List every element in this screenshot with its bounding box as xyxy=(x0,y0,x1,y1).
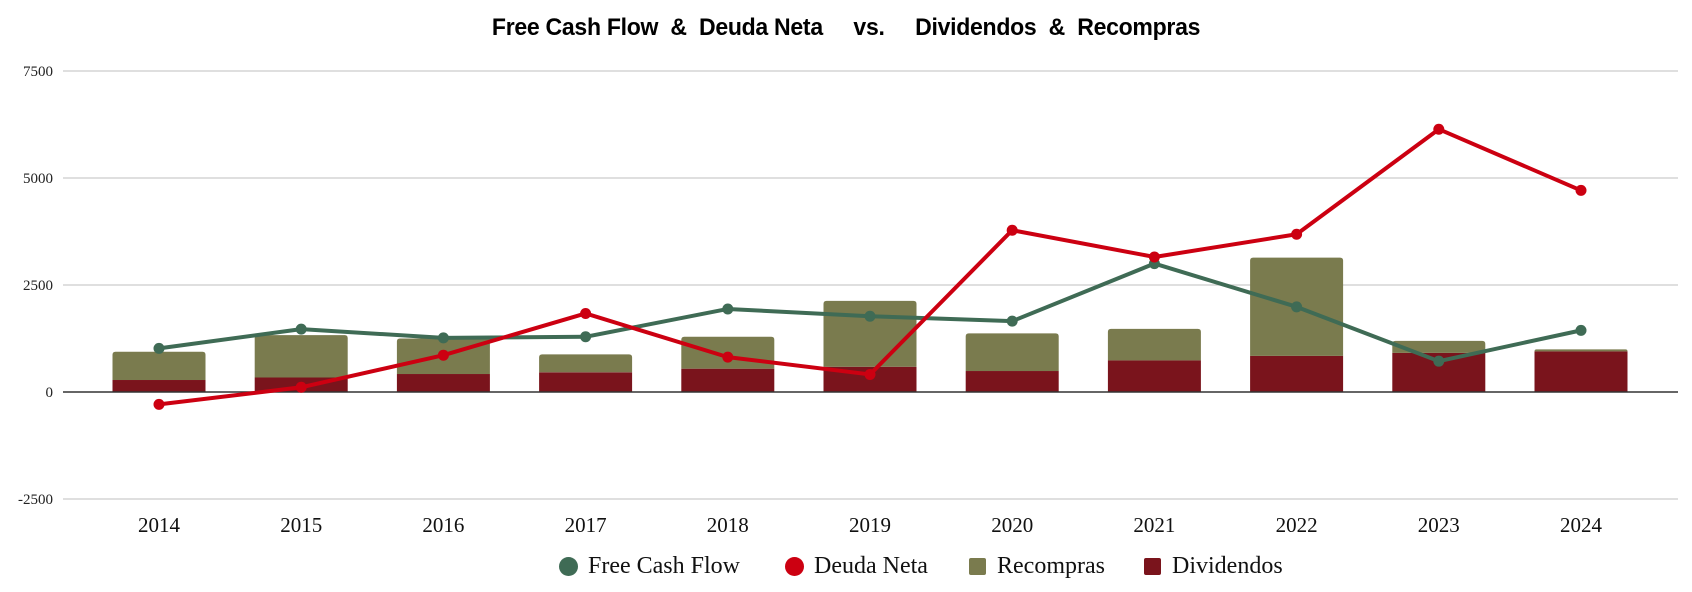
x-tick-label: 2024 xyxy=(1560,513,1603,537)
bar-segment-dividendos[interactable] xyxy=(965,371,1059,392)
y-tick-label: 5000 xyxy=(23,171,53,187)
point-deuda-neta[interactable] xyxy=(864,368,876,380)
x-tick-label: 2018 xyxy=(707,513,749,537)
point-deuda-neta[interactable] xyxy=(153,398,165,410)
legend-label: Free Cash Flow xyxy=(588,552,740,579)
point-free-cash-flow[interactable] xyxy=(722,303,734,315)
bar-segment-recompras[interactable] xyxy=(539,354,633,373)
bar-segment-recompras[interactable] xyxy=(823,300,917,367)
point-deuda-neta[interactable] xyxy=(295,381,307,393)
bar-segment-recompras[interactable] xyxy=(965,333,1059,372)
y-tick-label: 2500 xyxy=(23,278,53,294)
x-tick-label: 2023 xyxy=(1418,513,1460,537)
bar-segment-dividendos[interactable] xyxy=(1107,360,1201,392)
legend-label: Recompras xyxy=(997,552,1105,579)
x-tick-label: 2021 xyxy=(1133,513,1175,537)
x-tick-label: 2017 xyxy=(565,513,607,537)
point-free-cash-flow[interactable] xyxy=(1575,324,1587,336)
point-free-cash-flow[interactable] xyxy=(1006,315,1018,327)
legend-item-free-cash-flow[interactable]: Free Cash Flow xyxy=(559,550,740,582)
chart-title: Free Cash Flow & Deuda Neta vs. Dividend… xyxy=(491,14,1201,41)
y-tick-label: 0 xyxy=(46,385,54,401)
legend-item-dividendos[interactable]: Dividendos xyxy=(1144,550,1283,582)
bar-segment-dividendos[interactable] xyxy=(1250,355,1344,392)
x-tick-label: 2014 xyxy=(138,513,181,537)
point-free-cash-flow[interactable] xyxy=(864,310,876,322)
point-free-cash-flow[interactable] xyxy=(580,331,592,343)
y-axis-ticks: -2500 0 2500 5000 7500 xyxy=(18,64,53,508)
point-free-cash-flow[interactable] xyxy=(295,323,307,335)
point-deuda-neta[interactable] xyxy=(1291,228,1303,240)
x-tick-label: 2022 xyxy=(1276,513,1318,537)
point-deuda-neta[interactable] xyxy=(1575,184,1587,196)
y-tick-label: 7500 xyxy=(23,64,53,80)
legend-label: Dividendos xyxy=(1172,552,1283,579)
point-free-cash-flow[interactable] xyxy=(153,342,165,354)
legend-square-icon xyxy=(1144,557,1161,575)
x-tick-label: 2019 xyxy=(849,513,891,537)
bar-segment-recompras[interactable] xyxy=(1534,349,1628,352)
line-series xyxy=(153,123,1587,410)
legend-item-recompras[interactable]: Recompras xyxy=(969,550,1105,582)
bar-segment-dividendos[interactable] xyxy=(539,372,633,392)
y-tick-label: -2500 xyxy=(18,492,53,508)
point-free-cash-flow[interactable] xyxy=(1291,301,1303,313)
legend-item-deuda-neta[interactable]: Deuda Neta xyxy=(785,550,928,582)
bar-segment-dividendos[interactable] xyxy=(112,380,206,392)
point-free-cash-flow[interactable] xyxy=(437,332,449,344)
point-deuda-neta[interactable] xyxy=(1006,224,1018,236)
point-deuda-neta[interactable] xyxy=(722,351,734,363)
chart-legend: Free Cash Flow Deuda Neta Recompras Divi… xyxy=(0,550,1692,582)
bar-segment-dividendos[interactable] xyxy=(396,374,490,392)
bar-segment-dividendos[interactable] xyxy=(681,368,775,392)
bar-segment-recompras[interactable] xyxy=(1392,340,1486,353)
x-tick-label: 2015 xyxy=(280,513,322,537)
point-deuda-neta[interactable] xyxy=(437,349,449,361)
legend-circle-icon xyxy=(559,556,578,576)
bar-segment-recompras[interactable] xyxy=(254,335,348,378)
x-axis-ticks: 2014 2015 2016 2017 2018 2019 2020 2021 2022 2023… xyxy=(138,513,1603,537)
x-tick-label: 2020 xyxy=(991,513,1033,537)
bar-segment-recompras[interactable] xyxy=(112,351,206,381)
point-free-cash-flow[interactable] xyxy=(1433,355,1445,367)
legend-circle-icon xyxy=(785,556,804,576)
gridlines xyxy=(63,70,1678,500)
bar-segment-recompras[interactable] xyxy=(1107,328,1201,361)
point-deuda-neta[interactable] xyxy=(1433,123,1445,135)
point-deuda-neta[interactable] xyxy=(580,307,592,319)
bar-segment-dividendos[interactable] xyxy=(1534,351,1628,392)
legend-square-icon xyxy=(969,557,986,575)
legend-label: Deuda Neta xyxy=(814,552,928,579)
point-deuda-neta[interactable] xyxy=(1148,251,1160,263)
x-tick-label: 2016 xyxy=(422,513,464,537)
